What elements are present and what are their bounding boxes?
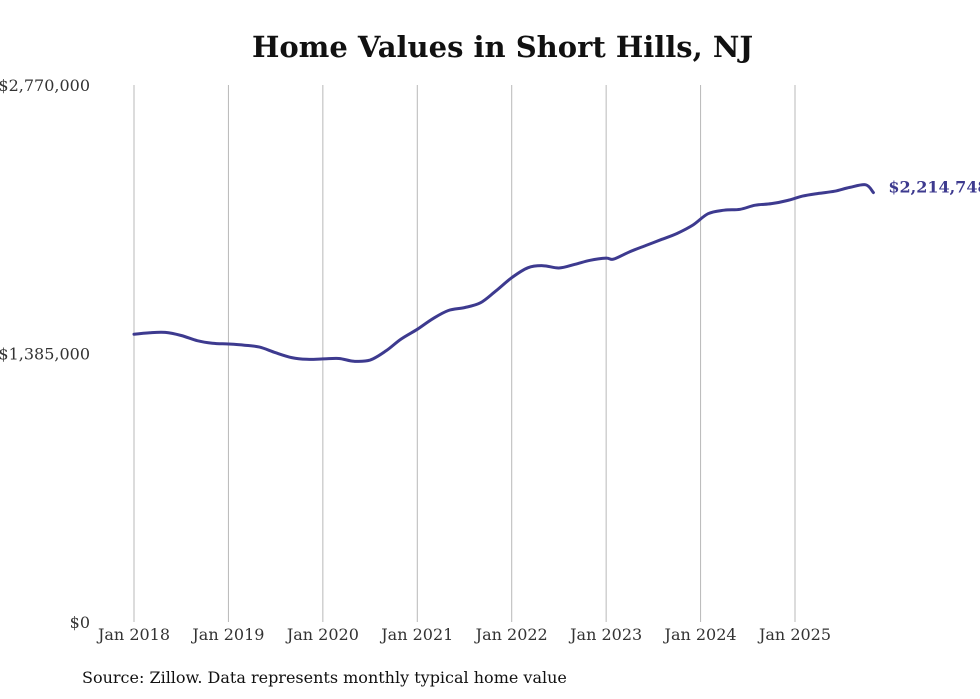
source-note: Source: Zillow. Data represents monthly … [82, 668, 567, 687]
y-tick-label: $1,385,000 [0, 345, 90, 364]
y-tick-label: $2,770,000 [0, 76, 90, 95]
x-tick-label: Jan 2020 [285, 625, 359, 644]
x-tick-label: Jan 2025 [757, 625, 831, 644]
end-value-label: $2,214,748 [888, 178, 980, 197]
y-axis-ticks: $0 $1,385,000 $2,770,000 [0, 76, 90, 632]
x-tick-label: Jan 2021 [379, 625, 453, 644]
gridlines [133, 85, 796, 622]
end-value-label-group: $2,214,748 [888, 178, 980, 197]
chart-title: Home Values in Short Hills, NJ [251, 30, 754, 64]
x-tick-label: Jan 2019 [190, 625, 264, 644]
y-tick-label: $0 [70, 613, 90, 632]
x-tick-label: Jan 2018 [96, 625, 170, 644]
series-line-group [132, 183, 875, 363]
series-line [132, 183, 875, 363]
x-tick-label: Jan 2022 [474, 625, 548, 644]
x-tick-label: Jan 2023 [568, 625, 642, 644]
x-axis-ticks: Jan 2018 Jan 2019 Jan 2020 Jan 2021 Jan 2022… [96, 625, 831, 644]
x-tick-label: Jan 2024 [663, 625, 737, 644]
